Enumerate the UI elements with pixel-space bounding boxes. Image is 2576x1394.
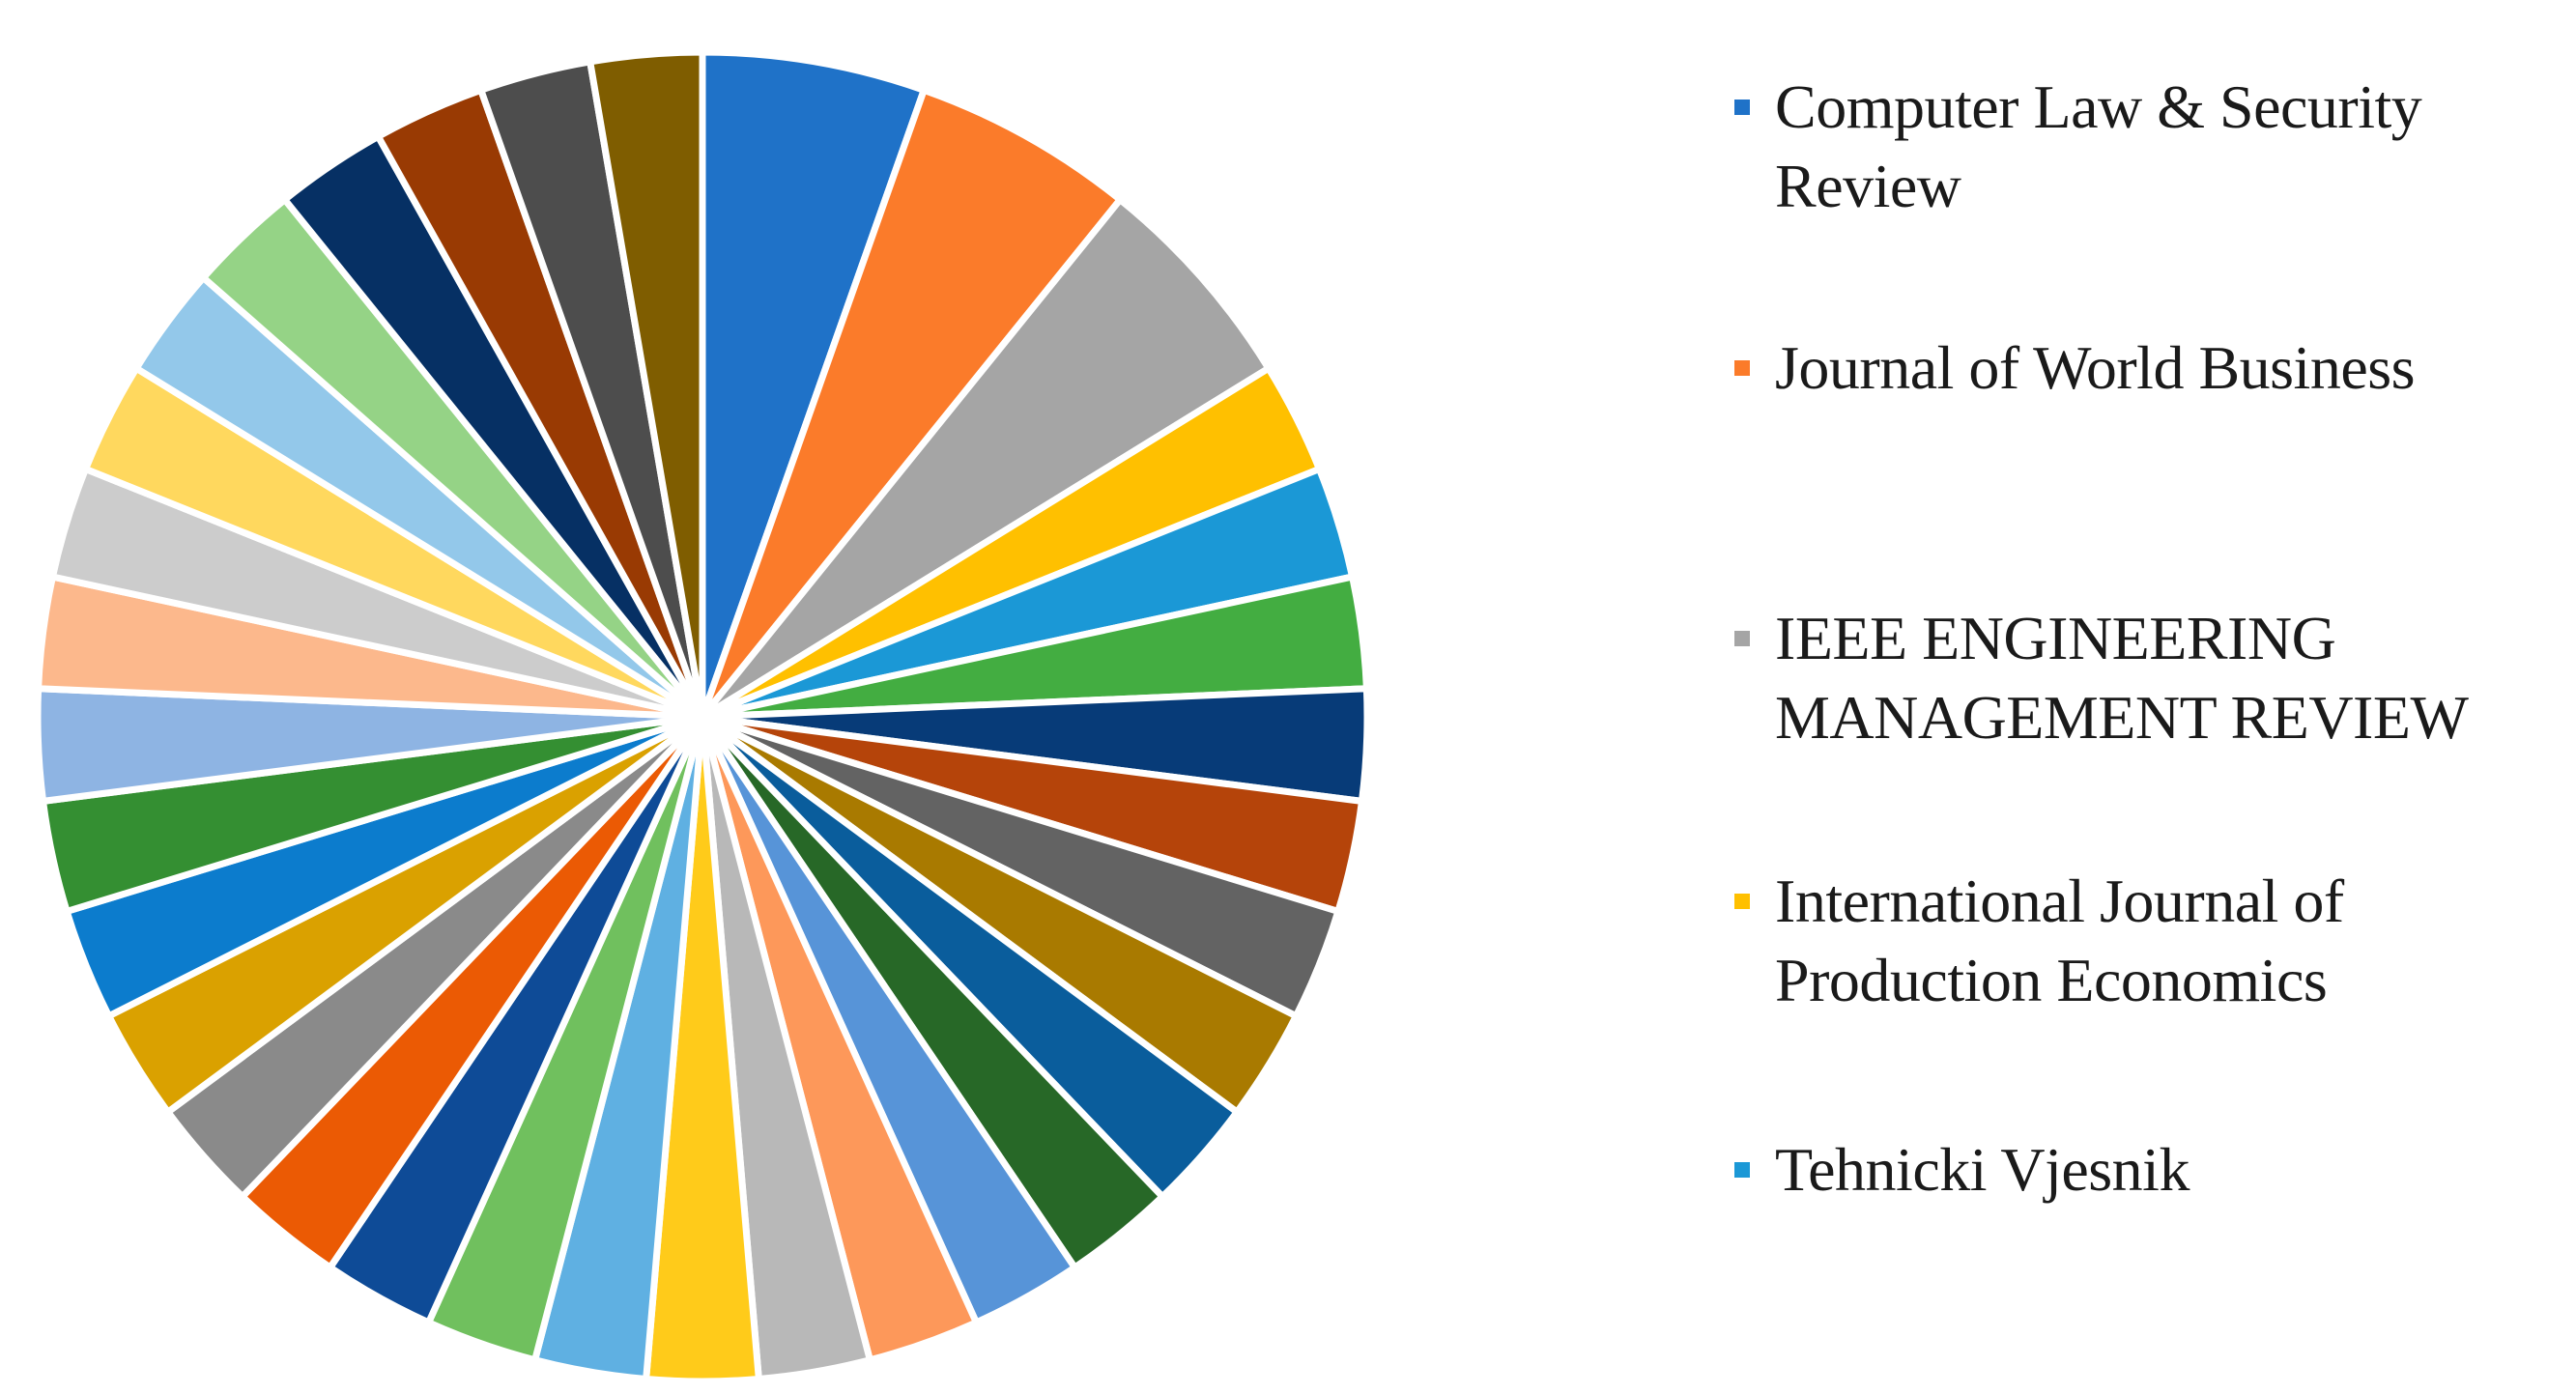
pie-chart-svg <box>34 48 1371 1385</box>
chart-legend: Computer Law & Security Review Journal o… <box>1734 68 2565 1362</box>
pie-slice-3 <box>699 196 1273 721</box>
pie-slice-34 <box>587 48 706 721</box>
legend-label: Journal of World Business <box>1775 333 2416 402</box>
legend-swatch <box>1734 360 1750 376</box>
legend-label: International Journal of Production Econ… <box>1775 867 2344 1014</box>
legend-label: Tehnicki Vjesnik <box>1775 1135 2190 1204</box>
legend-label: Computer Law & Security Review <box>1775 72 2422 220</box>
pie-chart <box>34 48 1371 1385</box>
legend-swatch <box>1734 100 1750 115</box>
pie-slice-2 <box>699 86 1124 721</box>
legend-swatch <box>1734 894 1750 909</box>
legend-label: IEEE ENGINEERING MANAGEMENT REVIEW <box>1775 604 2469 752</box>
legend-swatch <box>1734 631 1750 646</box>
legend-swatch <box>1734 1162 1750 1178</box>
pie-slices <box>34 48 1371 1385</box>
